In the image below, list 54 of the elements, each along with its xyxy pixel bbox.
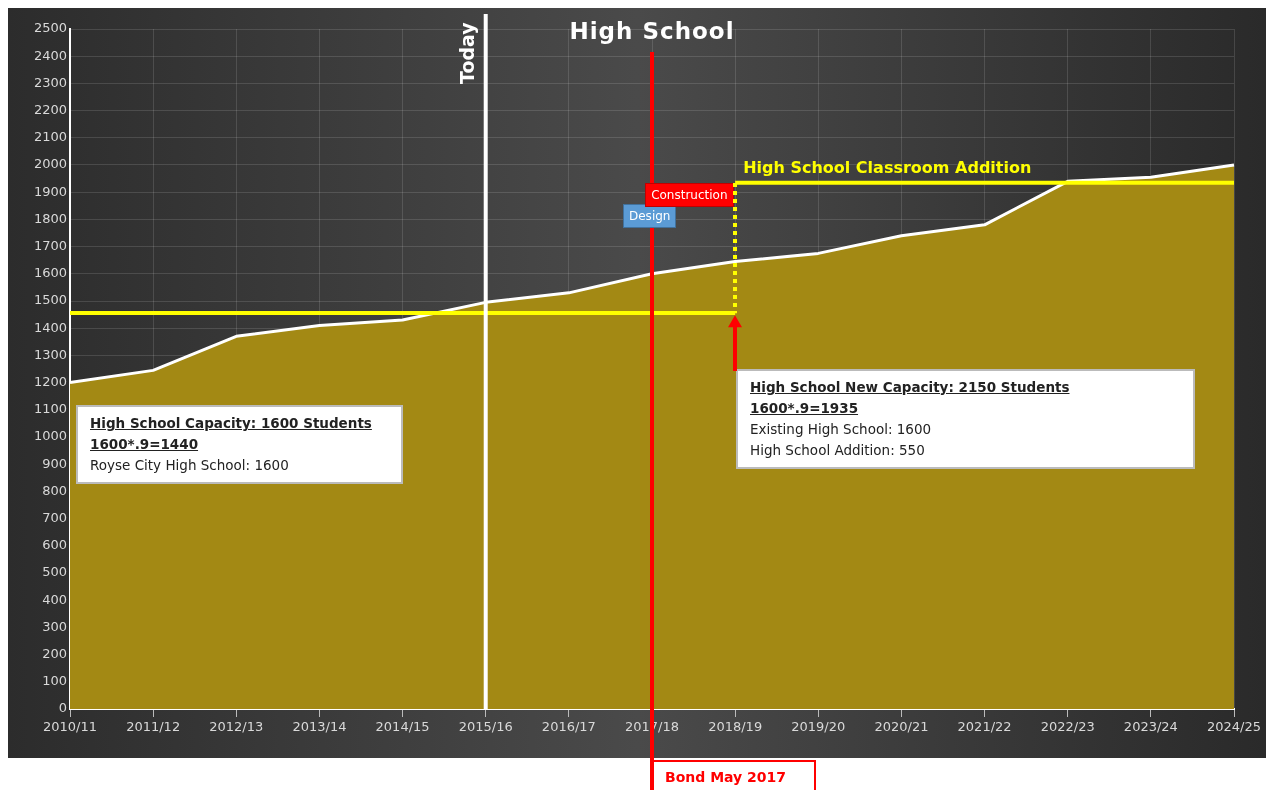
y-tick-label: 2400 [33, 47, 67, 63]
y-tick-label: 900 [42, 455, 67, 471]
x-tick-label: 2012/13 [209, 719, 264, 735]
y-tick-label: 2300 [33, 74, 67, 90]
x-tick-label: 2024/25 [1206, 719, 1262, 735]
y-tick-label: 1800 [33, 210, 67, 226]
series-label: High School Classroom Addition [743, 157, 1032, 177]
y-tick-label: 1100 [33, 401, 67, 417]
y-tick-label: 1500 [33, 292, 67, 308]
y-tick-label: 100 [42, 673, 67, 689]
x-tick-label: 2016/17 [541, 719, 596, 735]
annotation: Construction [645, 182, 734, 207]
ref-line-label: Today [455, 22, 478, 84]
ref-line-label: Bond May 2017 [651, 760, 817, 790]
y-tick-label: 2000 [33, 156, 67, 172]
y-tick-label: 1300 [33, 346, 67, 362]
y-tick-label: 1400 [33, 319, 67, 335]
x-tick-label: 2018/19 [708, 719, 763, 735]
x-tick-label: 2020/21 [874, 719, 929, 735]
y-tick-label: 1900 [33, 183, 67, 199]
x-tick-label: 2010/11 [42, 719, 98, 735]
x-tick-label: 2013/14 [292, 719, 347, 735]
x-tick-label: 2015/16 [458, 719, 513, 735]
y-tick-label: 300 [42, 618, 67, 634]
y-tick-label: 200 [42, 645, 67, 661]
annotation: Royse City High School: 1600 [90, 456, 290, 475]
annotation: Existing High School: 1600 [750, 420, 933, 439]
x-tick-label: 2021/22 [957, 719, 1012, 735]
annotation: High School Addition: 550 [750, 441, 926, 460]
y-tick-label: 1600 [33, 265, 67, 281]
chart-title: High School [569, 18, 735, 44]
callout-box: High School Capacity: 1600 Students 1600*.9=1440 Royse City High School: 1600 [76, 405, 403, 484]
y-tick-label: 1000 [33, 428, 67, 444]
y-tick-label: 800 [42, 482, 67, 498]
y-tick-label: 0 [58, 700, 67, 716]
annotation: High School Capacity: 1600 Students [90, 414, 373, 433]
x-tick-label: 2023/24 [1123, 719, 1178, 735]
y-tick-label: 1200 [33, 373, 67, 389]
x-tick-label: 2014/15 [375, 719, 430, 735]
x-tick-label: 2022/23 [1040, 719, 1095, 735]
y-tick-label: 2500 [33, 20, 67, 36]
x-tick-label: 2019/20 [791, 719, 846, 735]
y-tick-label: 600 [42, 537, 67, 553]
y-tick-label: 700 [42, 509, 67, 525]
x-tick-label: 2011/12 [126, 719, 181, 735]
y-tick-label: 400 [42, 591, 67, 607]
y-tick-label: 500 [42, 564, 67, 580]
annotation: 1600*.9=1440 [90, 435, 200, 454]
y-tick-label: 2200 [33, 101, 67, 117]
y-tick-label: 1700 [33, 237, 67, 253]
y-tick-label: 2100 [33, 129, 67, 145]
annotation: High School New Capacity: 2150 Students [750, 378, 1071, 397]
annotation: 1600*.9=1935 [750, 399, 860, 418]
annotation: Design [623, 204, 677, 228]
